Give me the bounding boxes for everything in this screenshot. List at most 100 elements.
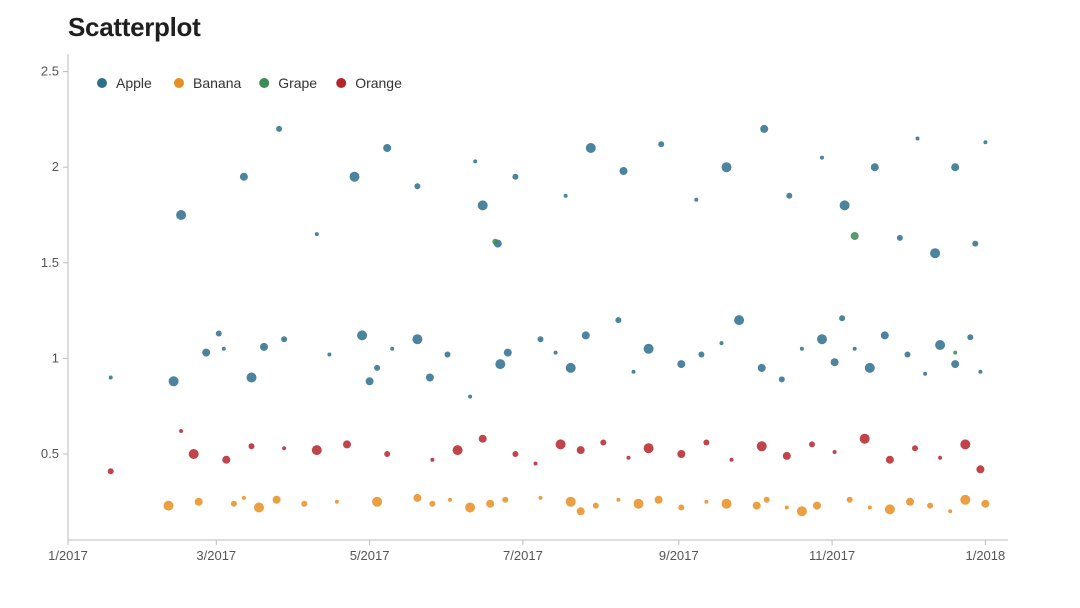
banana-point	[538, 495, 543, 500]
orange-point	[809, 441, 815, 448]
banana-point	[633, 498, 644, 509]
banana-point	[948, 509, 953, 514]
legend-label-banana: Banana	[193, 75, 241, 91]
banana-point	[272, 495, 281, 504]
orange-point	[677, 450, 686, 458]
banana-point	[796, 506, 807, 517]
apple-point	[615, 317, 622, 324]
apple-point	[677, 360, 686, 369]
banana-point	[654, 495, 663, 504]
apple-point	[719, 341, 724, 346]
apple-point	[951, 360, 960, 369]
banana-point	[813, 501, 821, 510]
orange-point	[512, 451, 519, 457]
banana-point	[678, 504, 685, 511]
orange-point	[179, 429, 184, 433]
banana-point	[254, 502, 264, 513]
orange-point	[533, 461, 538, 466]
y-tick-label: 2	[52, 159, 59, 174]
apple-point	[414, 183, 421, 190]
apple-point	[512, 173, 519, 180]
apple-point	[643, 343, 654, 354]
banana-point	[981, 499, 990, 508]
apple-point	[374, 364, 381, 371]
apple-point	[108, 375, 113, 380]
apple-point	[503, 348, 512, 357]
banana-point	[194, 497, 203, 506]
banana-point	[565, 496, 576, 507]
apple-point	[870, 163, 879, 172]
apple-point	[585, 143, 596, 153]
apple-point	[830, 358, 839, 367]
orange-point	[555, 439, 566, 450]
apple-point	[221, 346, 226, 351]
apple-point	[967, 334, 974, 341]
banana-point	[486, 499, 495, 508]
orange-point	[729, 457, 734, 462]
apple-point	[658, 141, 665, 148]
y-tick-label: 1.5	[41, 255, 59, 270]
apple-point	[951, 163, 960, 172]
orange-point	[600, 439, 607, 446]
apple-point	[734, 315, 745, 326]
apple-point	[820, 155, 824, 160]
series-apple	[108, 124, 988, 399]
legend-marker-banana	[174, 78, 184, 88]
apple-point	[425, 373, 434, 382]
apple-point	[915, 136, 920, 141]
apple-point	[694, 197, 699, 202]
y-tick-label: 2.5	[41, 64, 59, 79]
apple-point	[930, 248, 941, 259]
grape-point	[850, 232, 859, 240]
orange-point	[703, 439, 710, 446]
apple-point	[390, 346, 395, 351]
apple-point	[864, 362, 875, 373]
orange-point	[859, 433, 870, 444]
apple-point	[904, 351, 911, 358]
banana-point	[927, 502, 934, 509]
orange-point	[248, 443, 255, 450]
axes: 0.5 1 1.5 2 2.5 1/2017 3/2017 5/2017 7/2017 9/201…	[41, 54, 1008, 563]
apple-point	[553, 350, 558, 355]
orange-point	[960, 439, 971, 450]
apple-point	[839, 315, 846, 322]
apple-point	[412, 334, 423, 345]
x-tick-label: 9/2017	[659, 548, 699, 563]
banana-point	[592, 502, 599, 509]
banana-point	[576, 507, 585, 516]
apple-point	[468, 394, 473, 399]
apple-point	[314, 232, 319, 237]
banana-point	[465, 502, 476, 513]
orange-point	[756, 441, 767, 452]
orange-point	[311, 445, 322, 456]
apple-point	[260, 342, 268, 351]
legend-label-grape: Grape	[278, 75, 317, 91]
banana-point	[616, 497, 621, 502]
apple-point	[365, 377, 374, 386]
banana-point	[704, 499, 709, 504]
orange-point	[478, 434, 487, 443]
apple-point	[327, 352, 332, 357]
y-tick-label: 1	[52, 350, 59, 365]
orange-point	[782, 451, 791, 460]
legend: Apple Banana Grape Orange	[97, 75, 402, 91]
legend-label-orange: Orange	[355, 75, 402, 91]
apple-point	[786, 192, 793, 199]
x-tick-label: 11/2017	[809, 548, 855, 563]
apple-point	[839, 200, 850, 211]
orange-point	[282, 446, 287, 451]
orange-point	[222, 455, 231, 464]
apple-point	[246, 372, 257, 383]
apple-point	[978, 369, 983, 374]
apple-point	[581, 331, 590, 340]
banana-point	[413, 493, 422, 502]
legend-marker-apple	[97, 78, 107, 88]
apple-point	[168, 376, 179, 387]
banana-point	[429, 500, 436, 507]
apple-point	[619, 167, 628, 175]
banana-point	[334, 499, 339, 504]
apple-point	[444, 351, 451, 358]
banana-point	[884, 504, 895, 515]
series-banana	[163, 493, 990, 517]
